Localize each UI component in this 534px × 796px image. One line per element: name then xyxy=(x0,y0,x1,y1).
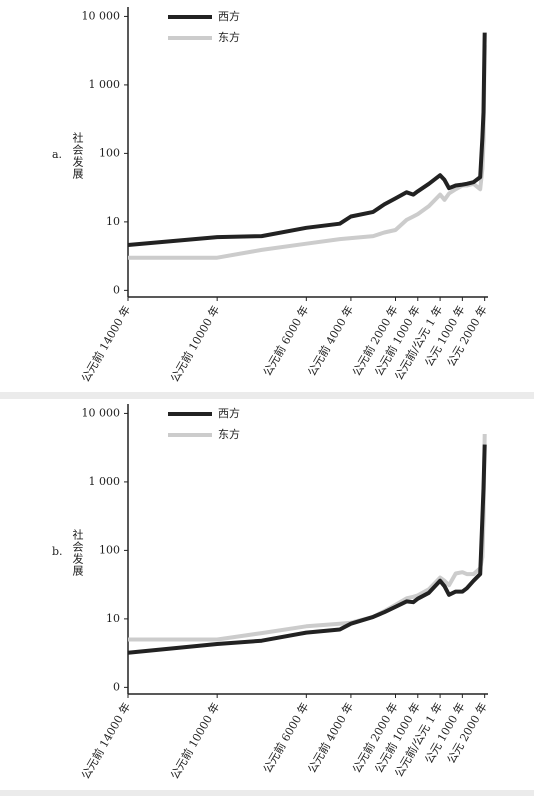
x-tick-label: 公元前 4000 年 xyxy=(304,303,356,378)
y-tick-label: 100 xyxy=(99,543,120,556)
y-tick-label: 0 xyxy=(113,283,120,296)
separator xyxy=(0,392,534,399)
x-tick-label: 公元前 14000 年 xyxy=(78,700,133,781)
series-line xyxy=(128,433,487,642)
series-line xyxy=(127,444,487,655)
x-tick-label: 公元前 14000 年 xyxy=(78,303,133,384)
legend-label: 西方 xyxy=(218,9,240,23)
y-tick-label: 0 xyxy=(113,680,120,693)
y-tick-label: 10 xyxy=(106,215,120,228)
y-tick-label: 1 000 xyxy=(89,78,121,91)
y-axis-label: 社会发展 xyxy=(71,131,84,180)
panel-label: a. xyxy=(52,148,62,161)
panel-label: b. xyxy=(52,545,63,558)
legend-label: 西方 xyxy=(218,406,240,420)
x-tick-label: 公元前 6000 年 xyxy=(260,700,312,775)
x-tick-label: 公元前 6000 年 xyxy=(260,303,312,378)
y-tick-label: 100 xyxy=(99,146,120,159)
series-line xyxy=(128,45,487,260)
x-tick-label: 公元前 10000 年 xyxy=(167,700,222,781)
series-line xyxy=(127,32,487,247)
x-tick-label: 公元前 10000 年 xyxy=(167,303,222,384)
chart: b. 社会发展 0 10 100 1 000 10 000 公元前 14000 年公元前 10… xyxy=(52,404,490,781)
y-tick-label: 10 000 xyxy=(82,9,121,22)
y-tick-label: 1 000 xyxy=(89,475,121,488)
x-tick-label: 公元前 4000 年 xyxy=(304,700,356,775)
legend-label: 东方 xyxy=(218,30,240,44)
legend-label: 东方 xyxy=(218,427,240,441)
y-tick-label: 10 xyxy=(106,612,120,625)
separator xyxy=(0,790,534,796)
y-axis-label: 社会发展 xyxy=(71,528,84,577)
chart: a. 社会发展 0 10 100 1 000 10 000 公元前 14000 年公元前 10… xyxy=(52,7,490,384)
y-tick-label: 10 000 xyxy=(82,406,121,419)
